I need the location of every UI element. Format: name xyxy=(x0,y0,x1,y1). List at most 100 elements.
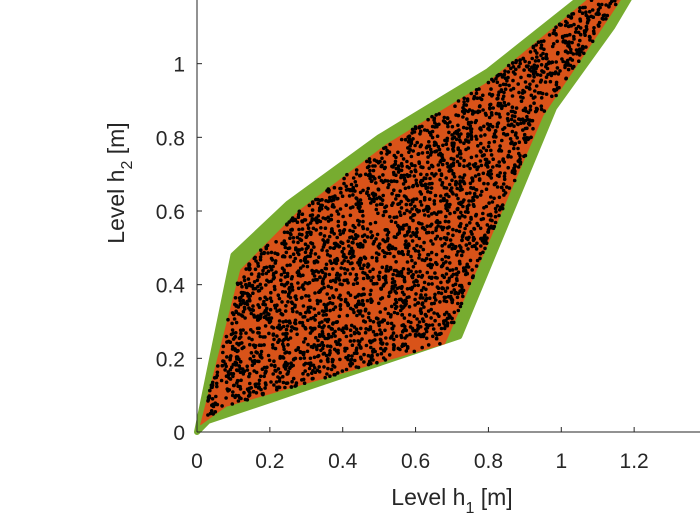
sample-point xyxy=(249,272,254,276)
sample-point xyxy=(351,250,355,255)
sample-point xyxy=(500,138,504,143)
sample-point xyxy=(365,265,370,269)
sample-point xyxy=(375,281,379,286)
sample-point xyxy=(530,118,535,123)
sample-point xyxy=(395,193,399,198)
sample-point xyxy=(529,93,534,98)
sample-point xyxy=(462,198,466,202)
sample-point xyxy=(399,161,404,166)
sample-point xyxy=(216,364,220,368)
sample-point xyxy=(371,267,375,272)
sample-point xyxy=(382,254,387,259)
sample-point xyxy=(539,43,544,47)
sample-point xyxy=(502,160,507,164)
sample-point xyxy=(317,255,321,259)
sample-point xyxy=(321,238,325,242)
sample-point xyxy=(383,307,388,311)
sample-point xyxy=(554,60,558,64)
sample-point xyxy=(302,381,307,386)
sample-point xyxy=(336,341,341,345)
sample-point xyxy=(381,193,386,198)
sample-point xyxy=(531,126,535,131)
sample-point xyxy=(410,198,414,203)
sample-point xyxy=(234,355,239,359)
sample-point xyxy=(458,149,462,153)
sample-point xyxy=(399,297,403,302)
sample-point xyxy=(455,295,460,300)
sample-point xyxy=(335,196,340,201)
sample-point xyxy=(405,287,410,291)
sample-point xyxy=(416,283,421,288)
sample-point xyxy=(392,345,396,350)
sample-point xyxy=(444,186,449,190)
sample-point xyxy=(212,376,217,380)
sample-point xyxy=(378,270,382,275)
sample-point xyxy=(406,267,411,272)
sample-point xyxy=(474,247,479,251)
sample-point xyxy=(495,204,500,208)
sample-point xyxy=(568,63,573,68)
sample-point xyxy=(380,265,385,270)
sample-point xyxy=(329,261,334,266)
sample-point xyxy=(301,264,306,268)
sample-point xyxy=(295,332,299,337)
sample-point xyxy=(268,296,273,301)
sample-point xyxy=(445,199,449,203)
sample-point xyxy=(467,162,472,166)
sample-point xyxy=(277,308,282,313)
sample-point xyxy=(234,331,238,335)
sample-point xyxy=(366,327,371,332)
sample-point xyxy=(254,370,259,375)
sample-point xyxy=(522,132,527,137)
sample-point xyxy=(313,252,318,256)
sample-point xyxy=(392,268,397,273)
sample-point xyxy=(265,306,269,311)
sample-point xyxy=(430,282,434,286)
sample-point xyxy=(582,31,587,35)
sample-point xyxy=(371,320,376,324)
sample-point xyxy=(493,206,498,211)
sample-point xyxy=(590,39,595,44)
sample-point xyxy=(438,342,442,346)
sample-point xyxy=(267,358,272,363)
sample-point xyxy=(486,230,490,234)
sample-point xyxy=(336,212,341,216)
sample-point xyxy=(331,331,336,336)
sample-point xyxy=(414,197,419,201)
sample-point xyxy=(443,295,448,300)
sample-point xyxy=(397,231,402,235)
sample-point xyxy=(445,286,450,290)
sample-point xyxy=(509,66,513,71)
sample-point xyxy=(369,357,374,362)
sample-point xyxy=(452,175,457,179)
sample-point xyxy=(338,282,343,286)
sample-point xyxy=(415,227,419,231)
sample-point xyxy=(326,284,331,289)
sample-point xyxy=(380,202,384,206)
sample-point xyxy=(458,188,463,192)
sample-point xyxy=(367,164,371,169)
sample-point xyxy=(410,326,415,331)
sample-point xyxy=(350,343,355,348)
sample-point xyxy=(480,154,485,158)
sample-point xyxy=(494,135,498,139)
sample-point xyxy=(359,266,363,271)
sample-point xyxy=(469,135,474,139)
sample-point xyxy=(386,185,390,190)
sample-point xyxy=(275,387,279,392)
sample-point xyxy=(219,378,224,383)
sample-point xyxy=(233,296,238,300)
sample-point xyxy=(427,323,432,328)
sample-point xyxy=(369,179,374,184)
sample-point xyxy=(415,279,419,284)
sample-point xyxy=(511,86,516,91)
sample-point xyxy=(400,249,405,254)
sample-point xyxy=(398,210,402,214)
sample-point xyxy=(584,13,588,18)
sample-point xyxy=(373,176,377,181)
sample-point xyxy=(310,371,314,376)
sample-point xyxy=(484,187,489,191)
sample-point xyxy=(495,97,499,101)
sample-point xyxy=(496,93,501,97)
sample-point xyxy=(357,263,362,267)
